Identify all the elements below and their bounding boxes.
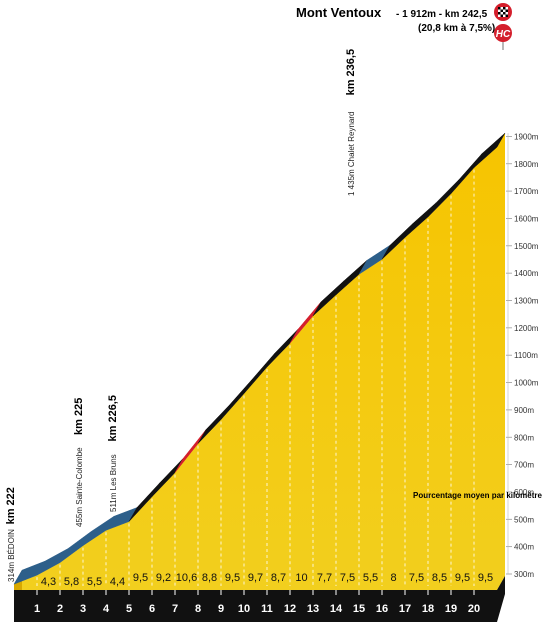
km-tick-label: 1 bbox=[34, 603, 40, 615]
category-badge: HC bbox=[494, 24, 512, 50]
waypoint-altitude: 314m BÉDOIN bbox=[7, 529, 16, 582]
km-tick-label: 12 bbox=[284, 603, 296, 615]
altitude-tick-label: 1400m bbox=[514, 269, 539, 278]
km-tick-label: 14 bbox=[330, 603, 343, 615]
km-tick-label: 8 bbox=[195, 603, 201, 615]
gradient-percent-label: 9,7 bbox=[248, 572, 263, 584]
altitude-tick-label: 1100m bbox=[514, 351, 538, 360]
altitude-tick-label: 1800m bbox=[514, 160, 539, 169]
gradient-percent-label: 5,8 bbox=[64, 576, 79, 588]
km-tick-label: 16 bbox=[376, 603, 388, 615]
altitude-tick-label: 500m bbox=[514, 515, 534, 524]
gradient-percent-label: 4,4 bbox=[110, 576, 125, 588]
gradient-percent-label: 10,6 bbox=[176, 572, 197, 584]
gradient-percent-label: 9,2 bbox=[156, 572, 171, 584]
waypoint-altitude: 1 435m Chalet Reynard bbox=[347, 112, 356, 197]
finish-flag-icon bbox=[494, 3, 512, 21]
altitude-tick-label: 1000m bbox=[514, 379, 539, 388]
waypoint-label: 455m Sainte-Colombe km 225 bbox=[73, 398, 85, 527]
km-tick-label: 18 bbox=[422, 603, 434, 615]
altitude-tick-label: 800m bbox=[514, 433, 534, 442]
gradient-segment bbox=[473, 132, 506, 168]
gradient-percent-label: 8,8 bbox=[202, 572, 217, 584]
km-tick-label: 2 bbox=[57, 603, 63, 615]
profile-area bbox=[14, 133, 505, 591]
km-tick-label: 13 bbox=[307, 603, 319, 615]
summit-stats: (20,8 km à 7,5%) bbox=[418, 23, 495, 34]
km-tick-label: 3 bbox=[80, 603, 86, 615]
altitude-tick-label: 1300m bbox=[514, 297, 539, 306]
gradient-percent-label: 5,5 bbox=[363, 572, 378, 584]
waypoint-altitude: 455m Sainte-Colombe bbox=[75, 447, 84, 527]
waypoint-km: km 226,5 bbox=[107, 395, 119, 441]
km-tick-label: 5 bbox=[126, 603, 132, 615]
gradient-percent-label: 9,5 bbox=[133, 572, 148, 584]
altitude-tick-label: 400m bbox=[514, 543, 534, 552]
gradient-percent-label: 9,5 bbox=[455, 572, 470, 584]
altitude-tick-label: 1900m bbox=[514, 132, 539, 141]
waypoint-km: km 236,5 bbox=[345, 49, 357, 95]
altitude-tick-label: 1700m bbox=[514, 187, 539, 196]
altitude-tick-label: 900m bbox=[514, 406, 534, 415]
waypoint-km: km 225 bbox=[73, 398, 85, 435]
altitude-tick-label: 300m bbox=[514, 570, 534, 579]
gradient-percent-label: 8,5 bbox=[432, 572, 447, 584]
gradient-percent-label: 9,5 bbox=[225, 572, 240, 584]
scale-note: Pourcentage moyen par kilomètre bbox=[413, 491, 542, 500]
altitude-tick-label: 1500m bbox=[514, 242, 539, 251]
km-tick-label: 7 bbox=[172, 603, 178, 615]
waypoint-label: 511m Les Bruns km 226,5 bbox=[107, 395, 119, 512]
gradient-percent-label: 8,7 bbox=[271, 572, 286, 584]
altitude-tick-label: 1200m bbox=[514, 324, 539, 333]
gradient-percent-label: 8 bbox=[390, 572, 396, 584]
gradient-percent-label: 7,5 bbox=[409, 572, 424, 584]
waypoint-label: 1 435m Chalet Reynard km 236,5 bbox=[345, 49, 357, 196]
km-band bbox=[14, 576, 505, 622]
km-tick-label: 17 bbox=[399, 603, 411, 615]
gradient-percent-label: 5,5 bbox=[87, 576, 102, 588]
km-tick-label: 6 bbox=[149, 603, 155, 615]
summit-name: Mont Ventoux bbox=[296, 5, 382, 20]
waypoint-altitude: 511m Les Bruns bbox=[109, 454, 118, 512]
km-tick-label: 11 bbox=[261, 603, 273, 615]
km-tick-label: 9 bbox=[218, 603, 224, 615]
gradient-percent-label: 9,5 bbox=[478, 572, 493, 584]
km-tick-label: 20 bbox=[468, 603, 480, 615]
altitude-tick-label: 600m bbox=[514, 488, 534, 497]
km-tick-label: 4 bbox=[103, 603, 110, 615]
gradient-percent-label: 7,7 bbox=[317, 572, 332, 584]
altitude-tick-label: 700m bbox=[514, 461, 534, 470]
summit-details: - 1 912m - km 242,5 bbox=[396, 9, 488, 20]
gradient-percent-label: 7,5 bbox=[340, 572, 355, 584]
km-tick-label: 15 bbox=[353, 603, 365, 615]
category-label: HC bbox=[496, 29, 511, 40]
km-tick-label: 19 bbox=[445, 603, 457, 615]
waypoint-label: 314m BÉDOIN km 222 bbox=[5, 487, 17, 582]
altitude-tick-label: 1600m bbox=[514, 214, 539, 223]
gradient-percent-label: 10 bbox=[295, 572, 307, 584]
waypoint-km: km 222 bbox=[5, 487, 17, 524]
km-tick-label: 10 bbox=[238, 603, 250, 615]
gradient-percent-label: 4,3 bbox=[41, 576, 56, 588]
